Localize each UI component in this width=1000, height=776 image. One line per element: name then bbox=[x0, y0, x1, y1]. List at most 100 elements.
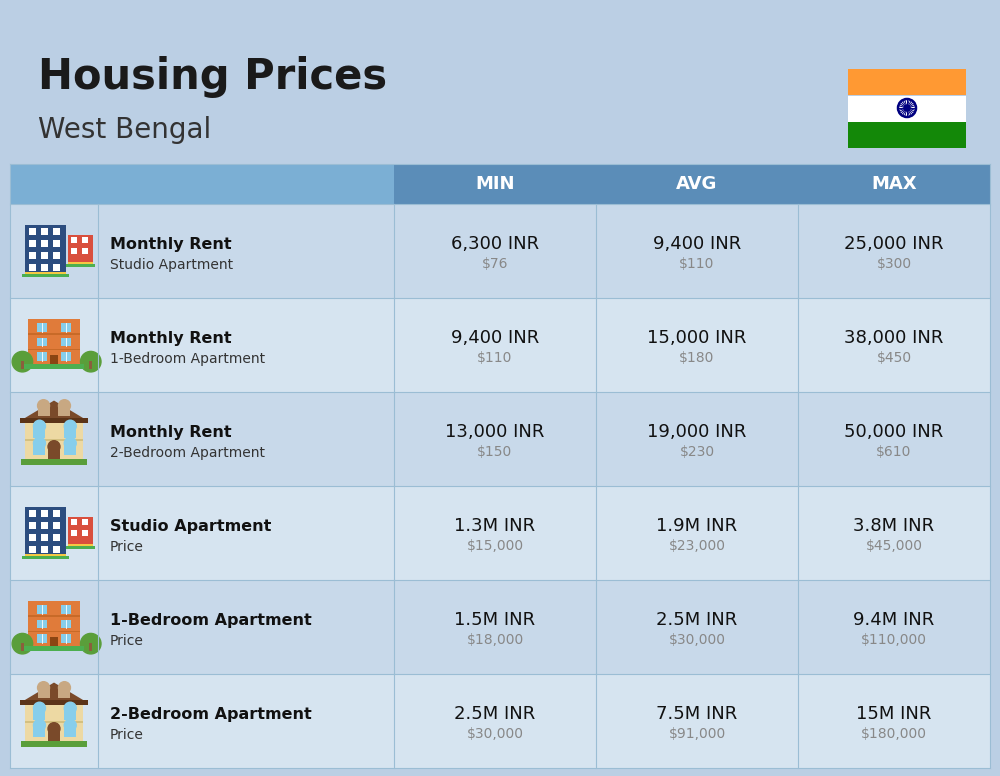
Bar bbox=[53, 546, 60, 553]
Bar bbox=[28, 615, 80, 617]
Bar bbox=[25, 439, 83, 441]
Circle shape bbox=[48, 441, 60, 452]
Bar bbox=[64, 426, 76, 438]
Bar bbox=[848, 122, 966, 148]
Bar bbox=[22, 556, 69, 559]
Circle shape bbox=[904, 105, 910, 111]
Bar bbox=[38, 406, 50, 416]
Bar bbox=[10, 392, 990, 486]
Bar bbox=[37, 324, 47, 332]
Bar bbox=[38, 688, 50, 698]
Text: 50,000 INR: 50,000 INR bbox=[844, 423, 944, 441]
Text: 2.5M INR: 2.5M INR bbox=[454, 705, 536, 723]
Bar bbox=[596, 164, 798, 204]
Text: $18,000: $18,000 bbox=[466, 633, 524, 647]
Bar bbox=[37, 605, 47, 614]
Bar bbox=[41, 534, 48, 541]
Text: 13,000 INR: 13,000 INR bbox=[445, 423, 545, 441]
Bar bbox=[71, 237, 77, 244]
Bar bbox=[20, 417, 88, 423]
Bar bbox=[53, 228, 60, 235]
Bar bbox=[64, 443, 76, 456]
Polygon shape bbox=[20, 400, 88, 421]
Bar bbox=[25, 421, 83, 460]
Circle shape bbox=[48, 722, 60, 735]
Text: $180: $180 bbox=[679, 351, 715, 365]
Circle shape bbox=[80, 352, 101, 372]
Bar bbox=[58, 406, 70, 416]
Bar bbox=[28, 333, 80, 335]
Text: 1.9M INR: 1.9M INR bbox=[656, 517, 738, 535]
Circle shape bbox=[33, 420, 45, 432]
Bar bbox=[61, 634, 71, 643]
Bar bbox=[61, 605, 71, 614]
Bar bbox=[41, 252, 48, 258]
Text: 19,000 INR: 19,000 INR bbox=[647, 423, 747, 441]
Bar bbox=[71, 519, 77, 525]
Bar bbox=[24, 646, 84, 651]
Bar bbox=[61, 338, 71, 346]
Bar bbox=[10, 204, 990, 298]
Bar bbox=[53, 264, 60, 271]
Circle shape bbox=[33, 438, 45, 449]
Bar bbox=[37, 634, 47, 643]
Text: 2-Bedroom Apartment: 2-Bedroom Apartment bbox=[110, 446, 265, 460]
Text: 9,400 INR: 9,400 INR bbox=[451, 329, 539, 347]
Text: Studio Apartment: Studio Apartment bbox=[110, 258, 233, 272]
Text: 1-Bedroom Apartment: 1-Bedroom Apartment bbox=[110, 352, 265, 366]
Text: Monthly Rent: Monthly Rent bbox=[110, 331, 232, 347]
Bar bbox=[82, 519, 88, 525]
Bar bbox=[25, 721, 83, 722]
Text: AVG: AVG bbox=[676, 175, 718, 193]
Bar bbox=[29, 228, 36, 235]
Circle shape bbox=[64, 438, 76, 449]
Bar bbox=[37, 338, 47, 346]
Text: West Bengal: West Bengal bbox=[38, 116, 211, 144]
Bar bbox=[53, 510, 60, 517]
Bar bbox=[48, 447, 60, 460]
Bar bbox=[50, 355, 58, 366]
Text: 15,000 INR: 15,000 INR bbox=[647, 329, 747, 347]
Bar bbox=[64, 708, 76, 720]
Bar bbox=[29, 522, 36, 528]
Bar bbox=[24, 364, 84, 369]
Bar bbox=[41, 264, 48, 271]
Bar bbox=[394, 164, 596, 204]
Bar bbox=[21, 643, 24, 651]
Text: Studio Apartment: Studio Apartment bbox=[110, 519, 271, 535]
Bar bbox=[66, 546, 95, 549]
Bar bbox=[41, 522, 48, 528]
Bar bbox=[41, 510, 48, 517]
Bar bbox=[25, 224, 66, 278]
Bar bbox=[10, 486, 990, 580]
Bar bbox=[53, 252, 60, 258]
Bar bbox=[71, 531, 77, 536]
Bar bbox=[37, 352, 47, 361]
Bar bbox=[21, 361, 24, 369]
Bar bbox=[10, 674, 990, 768]
Bar bbox=[22, 274, 69, 278]
Bar bbox=[68, 517, 93, 549]
Text: 7.5M INR: 7.5M INR bbox=[656, 705, 738, 723]
Bar bbox=[29, 240, 36, 247]
Bar bbox=[29, 546, 36, 553]
Bar bbox=[29, 264, 36, 271]
Text: 38,000 INR: 38,000 INR bbox=[844, 329, 944, 347]
Text: MAX: MAX bbox=[871, 175, 917, 193]
Bar bbox=[61, 352, 71, 361]
Circle shape bbox=[64, 719, 76, 731]
Text: 3.8M INR: 3.8M INR bbox=[853, 517, 935, 535]
Bar bbox=[89, 643, 92, 651]
Bar bbox=[25, 507, 66, 559]
Bar bbox=[89, 361, 92, 369]
Text: $110: $110 bbox=[679, 257, 715, 271]
Bar bbox=[798, 164, 990, 204]
Text: 6,300 INR: 6,300 INR bbox=[451, 235, 539, 253]
Text: $150: $150 bbox=[477, 445, 513, 459]
Circle shape bbox=[33, 702, 45, 714]
Text: $23,000: $23,000 bbox=[668, 539, 726, 553]
Bar bbox=[48, 729, 60, 743]
Bar bbox=[25, 703, 83, 743]
Circle shape bbox=[64, 420, 76, 432]
Circle shape bbox=[33, 719, 45, 731]
